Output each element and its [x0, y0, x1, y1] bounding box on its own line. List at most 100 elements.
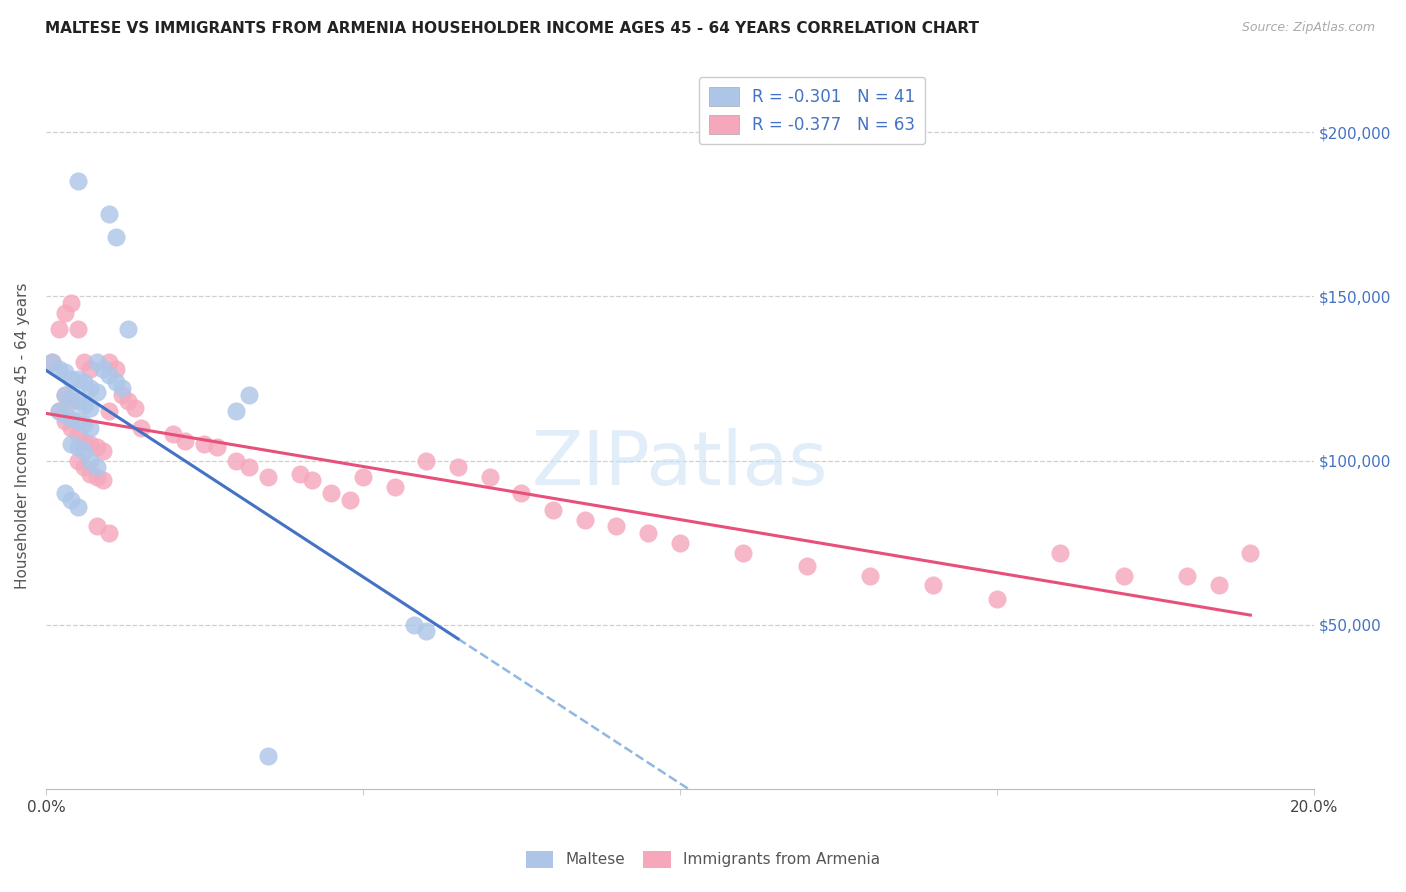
Point	[66, 174, 89, 188]
Point	[796, 558, 818, 573]
Point	[733, 546, 755, 560]
Text: MALTESE VS IMMIGRANTS FROM ARMENIA HOUSEHOLDER INCOME AGES 45 - 64 YEARS CORRELA: MALTESE VS IMMIGRANTS FROM ARMENIA HOUSE…	[45, 21, 979, 36]
Point	[79, 421, 101, 435]
Point	[1208, 578, 1230, 592]
Point	[225, 453, 247, 467]
Point	[1239, 546, 1261, 560]
Point	[104, 230, 127, 244]
Point	[238, 388, 260, 402]
Point	[79, 467, 101, 481]
Point	[205, 441, 228, 455]
Point	[415, 624, 437, 639]
Point	[162, 427, 184, 442]
Point	[98, 207, 121, 221]
Point	[86, 460, 108, 475]
Point	[60, 391, 83, 405]
Point	[91, 443, 114, 458]
Point	[53, 408, 76, 422]
Point	[66, 453, 89, 467]
Point	[510, 486, 533, 500]
Point	[73, 460, 96, 475]
Point	[53, 486, 76, 500]
Point	[111, 381, 134, 395]
Point	[73, 434, 96, 448]
Point	[66, 441, 89, 455]
Point	[541, 503, 564, 517]
Point	[415, 453, 437, 467]
Legend: Maltese, Immigrants from Armenia: Maltese, Immigrants from Armenia	[520, 845, 886, 873]
Point	[124, 401, 146, 415]
Point	[104, 375, 127, 389]
Point	[79, 381, 101, 395]
Point	[98, 525, 121, 540]
Point	[66, 427, 89, 442]
Point	[60, 394, 83, 409]
Point	[98, 404, 121, 418]
Point	[48, 404, 70, 418]
Point	[91, 361, 114, 376]
Point	[98, 355, 121, 369]
Point	[66, 371, 89, 385]
Point	[574, 513, 596, 527]
Point	[73, 417, 96, 432]
Point	[66, 322, 89, 336]
Point	[238, 460, 260, 475]
Point	[53, 388, 76, 402]
Point	[478, 470, 501, 484]
Point	[321, 486, 343, 500]
Point	[73, 375, 96, 389]
Text: Source: ZipAtlas.com: Source: ZipAtlas.com	[1241, 21, 1375, 34]
Point	[79, 401, 101, 415]
Point	[73, 398, 96, 412]
Point	[73, 443, 96, 458]
Point	[53, 306, 76, 320]
Point	[48, 322, 70, 336]
Point	[60, 421, 83, 435]
Text: ZIPatlas: ZIPatlas	[531, 428, 828, 500]
Point	[66, 414, 89, 428]
Point	[605, 519, 627, 533]
Point	[41, 355, 63, 369]
Point	[48, 361, 70, 376]
Point	[66, 500, 89, 514]
Point	[1049, 546, 1071, 560]
Point	[53, 388, 76, 402]
Point	[60, 296, 83, 310]
Point	[256, 749, 278, 764]
Point	[53, 365, 76, 379]
Point	[859, 568, 882, 582]
Point	[79, 361, 101, 376]
Point	[117, 322, 139, 336]
Point	[91, 474, 114, 488]
Point	[73, 355, 96, 369]
Point	[447, 460, 470, 475]
Point	[86, 441, 108, 455]
Point	[104, 361, 127, 376]
Point	[41, 355, 63, 369]
Point	[98, 368, 121, 383]
Point	[1112, 568, 1135, 582]
Point	[86, 519, 108, 533]
Point	[86, 355, 108, 369]
Point	[60, 371, 83, 385]
Point	[66, 394, 89, 409]
Legend: R = -0.301   N = 41, R = -0.377   N = 63: R = -0.301 N = 41, R = -0.377 N = 63	[699, 77, 925, 144]
Point	[79, 453, 101, 467]
Point	[193, 437, 215, 451]
Point	[384, 480, 406, 494]
Point	[117, 394, 139, 409]
Point	[352, 470, 374, 484]
Point	[1175, 568, 1198, 582]
Point	[669, 535, 692, 549]
Point	[53, 414, 76, 428]
Point	[60, 411, 83, 425]
Point	[174, 434, 197, 448]
Point	[48, 404, 70, 418]
Point	[637, 525, 659, 540]
Point	[79, 437, 101, 451]
Y-axis label: Householder Income Ages 45 - 64 years: Householder Income Ages 45 - 64 years	[15, 283, 30, 590]
Point	[225, 404, 247, 418]
Point	[86, 384, 108, 399]
Point	[986, 591, 1008, 606]
Point	[288, 467, 311, 481]
